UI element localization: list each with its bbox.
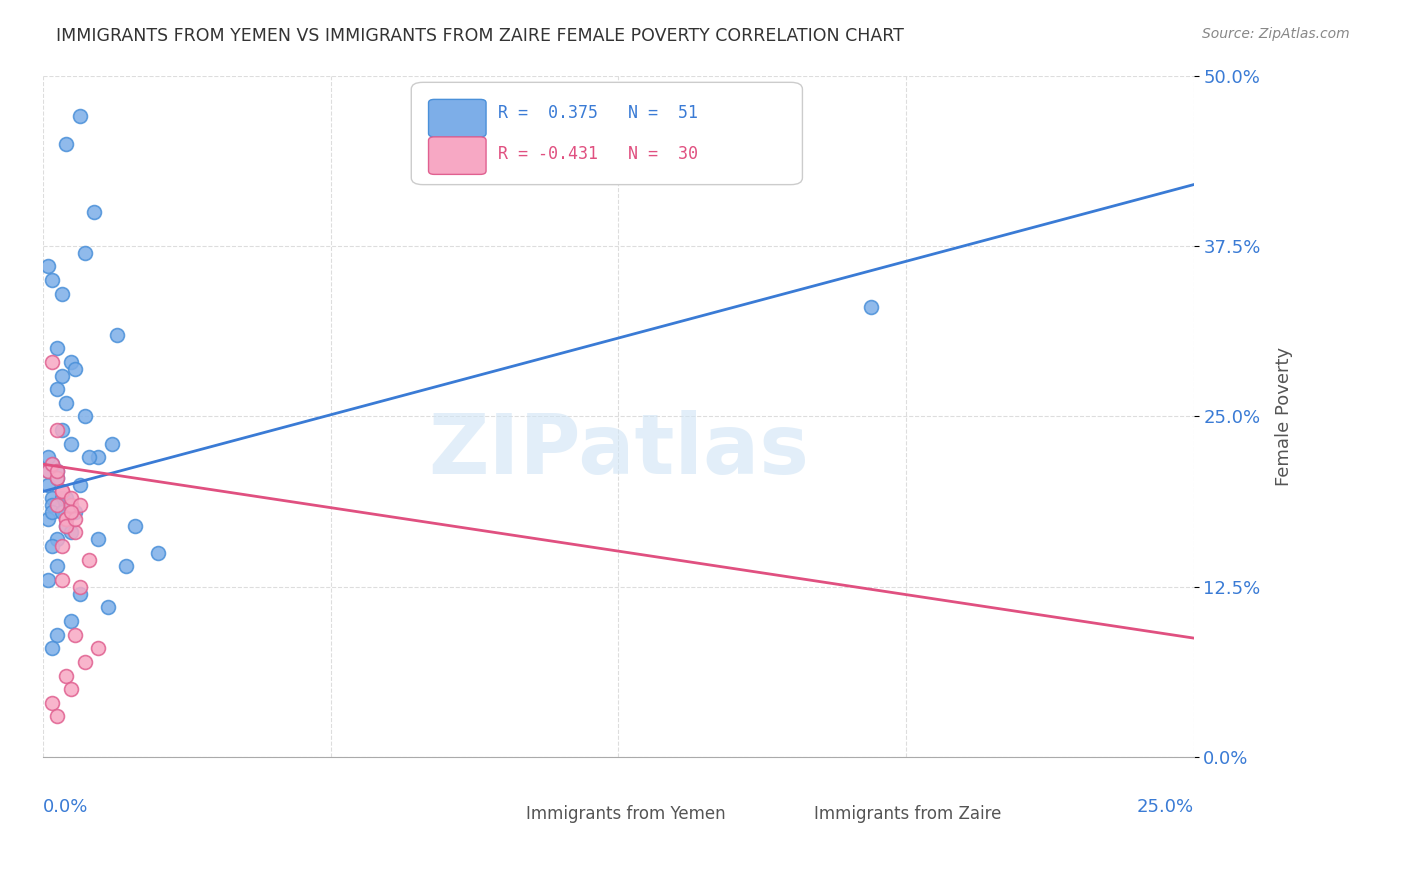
Point (45, 559, 67, 574)
Point (51, 423, 73, 437)
Point (55, 136, 77, 151)
Point (69, 110, 91, 124)
Point (45, 628, 67, 642)
Point (59, 505, 82, 519)
Point (101, 436, 124, 450)
Point (41, 641, 63, 656)
Point (69, 477, 91, 491)
Text: 0.0%: 0.0% (44, 798, 89, 816)
Point (45, 471, 67, 485)
Text: Immigrants from Zaire: Immigrants from Zaire (814, 805, 1001, 823)
Point (73, 245, 96, 260)
Text: Source: ZipAtlas.com: Source: ZipAtlas.com (1202, 27, 1350, 41)
Point (87, 641, 110, 656)
Point (41, 355, 63, 369)
Point (51, 491, 73, 506)
Point (45, 464, 67, 478)
Point (51, 539, 73, 553)
Point (51, 505, 73, 519)
Point (69, 587, 91, 601)
Text: IMMIGRANTS FROM YEMEN VS IMMIGRANTS FROM ZAIRE FEMALE POVERTY CORRELATION CHART: IMMIGRANTS FROM YEMEN VS IMMIGRANTS FROM… (56, 27, 904, 45)
FancyBboxPatch shape (412, 82, 803, 185)
Point (69, 498, 91, 512)
Point (41, 539, 63, 553)
Point (87, 450, 110, 465)
Text: R =  0.375   N =  51: R = 0.375 N = 51 (498, 104, 697, 122)
Point (124, 518, 146, 533)
Point (41, 457, 63, 471)
Point (45, 464, 67, 478)
Point (55, 512, 77, 526)
Point (65, 628, 87, 642)
Point (37, 512, 59, 526)
Point (41, 491, 63, 506)
Text: Immigrants from Yemen: Immigrants from Yemen (526, 805, 725, 823)
Point (51, 484, 73, 499)
Point (45, 471, 67, 485)
Point (37, 573, 59, 587)
Point (45, 532, 67, 546)
Point (55, 491, 77, 506)
Point (87, 532, 110, 546)
Point (41, 696, 63, 710)
Point (65, 505, 87, 519)
Text: R = -0.431   N =  30: R = -0.431 N = 30 (498, 145, 697, 163)
Point (73, 655, 96, 669)
Point (69, 580, 91, 594)
Point (51, 286, 73, 301)
FancyBboxPatch shape (429, 136, 486, 175)
FancyBboxPatch shape (429, 99, 486, 136)
Y-axis label: Female Poverty: Female Poverty (1275, 347, 1292, 486)
Point (105, 327, 128, 342)
Point (51, 368, 73, 383)
Point (45, 709, 67, 723)
Point (45, 423, 67, 437)
Point (65, 525, 87, 540)
Point (860, 301, 883, 315)
Point (55, 518, 77, 533)
Point (59, 525, 82, 540)
FancyBboxPatch shape (765, 789, 800, 817)
Point (65, 512, 87, 526)
Point (115, 559, 138, 574)
FancyBboxPatch shape (477, 789, 513, 817)
Point (59, 498, 82, 512)
Point (51, 573, 73, 587)
Point (45, 498, 67, 512)
Point (96, 600, 118, 615)
Text: 25.0%: 25.0% (1136, 798, 1194, 816)
Point (55, 512, 77, 526)
Point (55, 518, 77, 533)
Point (41, 498, 63, 512)
Point (37, 464, 59, 478)
Point (77, 450, 100, 465)
Point (51, 484, 73, 499)
Point (45, 382, 67, 396)
Point (59, 682, 82, 697)
Point (55, 396, 77, 410)
Point (59, 355, 82, 369)
Point (83, 205, 105, 219)
Point (146, 546, 169, 560)
Point (37, 450, 59, 465)
Point (59, 491, 82, 506)
Point (45, 341, 67, 355)
Point (77, 552, 100, 566)
Point (41, 505, 63, 519)
Point (65, 361, 87, 376)
Point (37, 260, 59, 274)
Point (59, 614, 82, 628)
Point (41, 457, 63, 471)
Point (73, 409, 96, 424)
Point (41, 273, 63, 287)
Point (59, 436, 82, 450)
Text: ZIPatlas: ZIPatlas (427, 410, 808, 491)
Point (55, 668, 77, 682)
Point (37, 464, 59, 478)
Point (37, 477, 59, 491)
